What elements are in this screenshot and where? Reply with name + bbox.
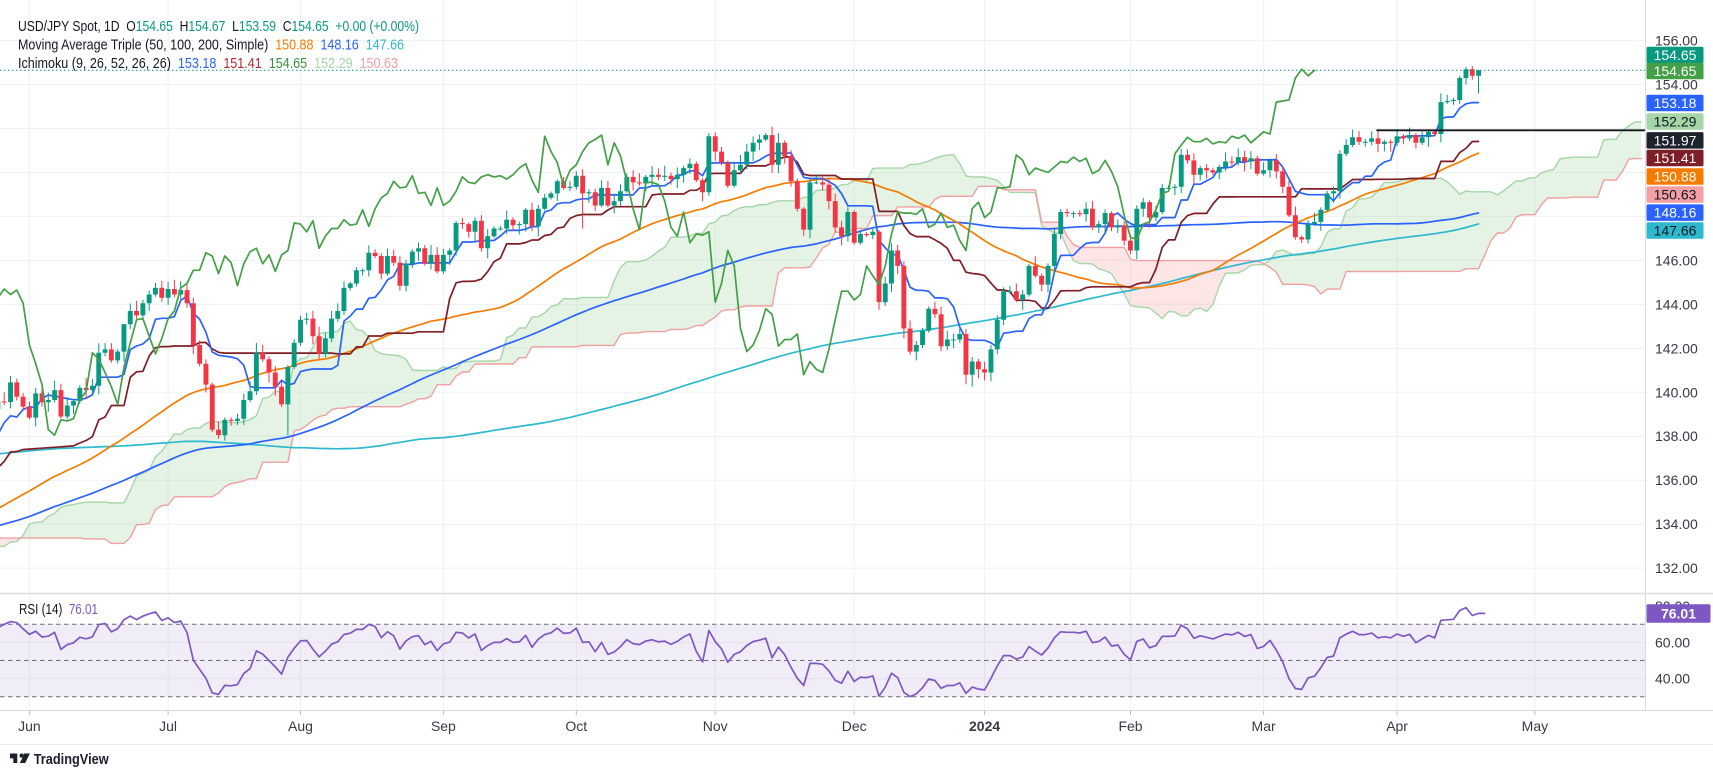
svg-text:150.63: 150.63 <box>1654 187 1697 203</box>
svg-text:152.29: 152.29 <box>1654 113 1697 129</box>
svg-text:Ichimoku (9, 26, 52, 26, 26): Ichimoku (9, 26, 52, 26, 26) 153.18 151.… <box>18 56 398 72</box>
svg-text:151.41: 151.41 <box>1654 150 1697 166</box>
svg-text:Feb: Feb <box>1118 718 1142 734</box>
svg-text:Sep: Sep <box>431 718 456 734</box>
svg-text:138.00: 138.00 <box>1655 428 1698 444</box>
svg-text:USD/JPY Spot, 1D O154.65 H15: USD/JPY Spot, 1D O154.65 H154.67 L153.59… <box>18 19 419 35</box>
svg-text:146.00: 146.00 <box>1655 252 1698 268</box>
svg-text:Nov: Nov <box>703 718 728 734</box>
svg-text:2024: 2024 <box>969 718 1000 734</box>
svg-text:136.00: 136.00 <box>1655 472 1698 488</box>
svg-text:154.00: 154.00 <box>1655 77 1698 93</box>
svg-text:TradingView: TradingView <box>34 751 109 768</box>
svg-text:140.00: 140.00 <box>1655 384 1698 400</box>
svg-text:144.00: 144.00 <box>1655 296 1698 312</box>
svg-text:147.66: 147.66 <box>1654 222 1697 238</box>
svg-text:134.00: 134.00 <box>1655 516 1698 532</box>
svg-text:Apr: Apr <box>1386 718 1408 734</box>
svg-text:Jun: Jun <box>18 718 41 734</box>
svg-text:Mar: Mar <box>1252 718 1276 734</box>
svg-text:150.88: 150.88 <box>1654 169 1697 185</box>
svg-text:Jul: Jul <box>159 718 177 734</box>
svg-text:154.65: 154.65 <box>1654 63 1697 79</box>
svg-text:132.00: 132.00 <box>1655 560 1698 576</box>
svg-text:May: May <box>1522 718 1548 734</box>
svg-text:40.00: 40.00 <box>1655 671 1690 687</box>
svg-text:Aug: Aug <box>288 718 313 734</box>
svg-text:142.00: 142.00 <box>1655 340 1698 356</box>
svg-text:60.00: 60.00 <box>1655 634 1690 650</box>
svg-text:Dec: Dec <box>842 718 867 734</box>
svg-text:76.01: 76.01 <box>1661 605 1696 621</box>
svg-text:148.16: 148.16 <box>1654 205 1697 221</box>
svg-text:156.00: 156.00 <box>1655 33 1698 49</box>
svg-text:RSI (14) 76.01: RSI (14) 76.01 <box>19 602 98 618</box>
svg-text:153.18: 153.18 <box>1654 95 1697 111</box>
svg-text:Oct: Oct <box>565 718 587 734</box>
svg-text:154.65: 154.65 <box>1654 47 1697 63</box>
svg-text:Moving Average Triple (50, 100: Moving Average Triple (50, 100, 200, Sim… <box>18 38 404 54</box>
svg-text:151.97: 151.97 <box>1654 132 1697 148</box>
